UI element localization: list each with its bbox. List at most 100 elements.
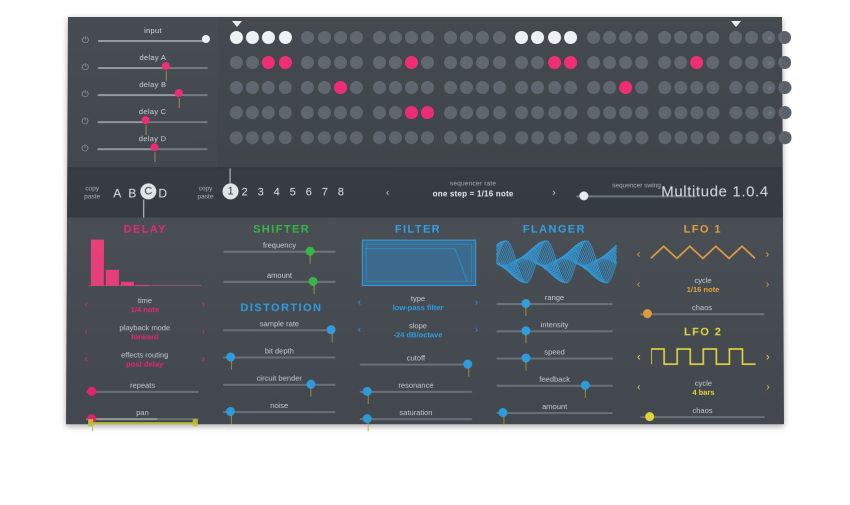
sequencer-step[interactable] (229, 106, 243, 120)
power-icon[interactable]: ⏻ (81, 62, 89, 73)
slider-amount[interactable]: amount (496, 402, 614, 426)
sequencer-step[interactable] (317, 81, 331, 95)
sequencer-step[interactable] (745, 31, 759, 45)
sequencer-step[interactable] (372, 131, 386, 145)
slider-frequency[interactable]: frequency (223, 241, 336, 264)
sequencer-step[interactable] (404, 131, 418, 145)
pattern-button-1[interactable]: 1 (222, 183, 239, 200)
sequencer-step[interactable] (476, 131, 490, 145)
sequencer-step[interactable] (443, 131, 457, 145)
selector-value[interactable]: -24 dB/octave (393, 330, 443, 340)
sequencer-step[interactable] (729, 131, 743, 145)
slider-track[interactable] (496, 357, 613, 360)
chevron-right-icon[interactable]: › (765, 351, 770, 364)
bank-button-B[interactable]: B (128, 186, 137, 201)
copy-paste-pattern[interactable]: copy paste (192, 185, 218, 201)
sequencer-step[interactable] (619, 131, 633, 145)
bank-button-C[interactable]: C (140, 183, 157, 200)
sequencer-step[interactable] (515, 81, 529, 95)
selector-value[interactable]: forward (130, 332, 159, 342)
sequencer-step[interactable] (635, 31, 649, 45)
sequencer-step[interactable] (388, 106, 402, 120)
sequencer-step[interactable] (388, 131, 402, 145)
chevron-right-icon[interactable]: › (766, 381, 770, 393)
sequencer-step[interactable] (317, 56, 331, 70)
sequencer-step[interactable] (602, 56, 616, 70)
slider-speed[interactable]: speed (496, 347, 613, 371)
selector-value[interactable]: low-pass filter (392, 303, 444, 313)
sequencer-step[interactable] (564, 131, 578, 145)
sequencer-step[interactable] (619, 81, 633, 95)
pattern-button-6[interactable]: 6 (305, 186, 312, 199)
sequencer-step[interactable] (476, 106, 490, 120)
sequencer-step[interactable] (301, 106, 315, 120)
pattern-button-5[interactable]: 5 (289, 186, 296, 199)
close-icon[interactable]: × (767, 134, 773, 144)
sequencer-step[interactable] (563, 31, 577, 45)
sequencer-step[interactable] (245, 81, 260, 95)
lfo-waveform-triangle[interactable] (651, 240, 755, 270)
sequencer-step[interactable] (492, 81, 506, 95)
sequencer-step[interactable] (349, 56, 363, 70)
sequencer-step[interactable] (531, 31, 545, 45)
sequencer-step[interactable] (745, 81, 759, 95)
sequencer-swing-knob[interactable] (579, 191, 589, 201)
slider-noise[interactable]: noise (222, 401, 336, 425)
slider-knob[interactable] (645, 412, 655, 422)
sequencer-step[interactable] (778, 106, 792, 120)
sequencer-step[interactable] (658, 131, 672, 145)
sequencer-step[interactable] (460, 106, 474, 120)
sequencer-step[interactable] (745, 131, 759, 145)
power-icon[interactable]: ⏻ (81, 116, 89, 127)
filter-response-display[interactable] (361, 239, 477, 286)
sequencer-step[interactable] (229, 131, 243, 145)
sequencer-step[interactable] (262, 56, 276, 70)
slider-track[interactable] (223, 356, 336, 359)
sequencer-step[interactable] (388, 31, 402, 45)
sequencer-step[interactable] (745, 56, 759, 70)
sequencer-step[interactable] (421, 56, 435, 70)
sequencer-step[interactable] (229, 56, 243, 70)
slider-track[interactable] (222, 411, 336, 414)
sequencer-step[interactable] (657, 31, 671, 45)
sequencer-step[interactable] (777, 31, 791, 45)
sequencer-step[interactable] (658, 106, 672, 120)
slider-track[interactable] (359, 390, 473, 393)
copy-paste-bank[interactable]: copy paste (79, 185, 105, 201)
chevron-left-icon[interactable]: ‹ (636, 351, 641, 364)
sequencer-step[interactable] (278, 56, 292, 70)
close-icon[interactable]: × (767, 84, 773, 94)
bank-button-D[interactable]: D (158, 186, 168, 201)
sequencer-step[interactable] (372, 56, 386, 70)
sequencer-step[interactable] (657, 56, 671, 70)
sequencer-step[interactable] (246, 56, 260, 70)
sequencer-step[interactable] (586, 131, 600, 145)
sequencer-step[interactable] (317, 31, 331, 45)
sequencer-step[interactable] (602, 81, 616, 95)
sequencer-step[interactable] (460, 81, 474, 95)
sequencer-step[interactable] (674, 56, 688, 70)
close-icon[interactable]: × (767, 34, 773, 44)
sequencer-step[interactable] (229, 81, 243, 95)
slider-track[interactable] (222, 383, 336, 386)
sequencer-step[interactable] (388, 81, 402, 95)
sequencer-step[interactable] (619, 106, 633, 120)
sequencer-step[interactable] (547, 106, 561, 120)
sequencer-step[interactable] (278, 131, 292, 145)
sequencer-step[interactable] (349, 131, 363, 145)
mixer-row-track[interactable] (97, 67, 208, 70)
sequencer-step[interactable] (404, 31, 418, 45)
paste-label-bank[interactable]: paste (84, 193, 101, 201)
sequencer-step[interactable] (547, 56, 561, 70)
sequencer-step[interactable] (492, 56, 506, 70)
sequencer-step[interactable] (729, 106, 743, 120)
sequencer-step[interactable] (460, 31, 474, 45)
slider-feedback[interactable]: feedback (496, 375, 613, 398)
sequencer-step[interactable] (460, 56, 474, 70)
slider-track[interactable] (639, 313, 765, 316)
sequencer-step[interactable] (404, 106, 418, 120)
sequencer-step[interactable] (492, 31, 506, 45)
power-icon[interactable]: ⏻ (81, 35, 90, 46)
sequencer-step[interactable] (729, 56, 743, 70)
selector-value[interactable]: post delay (126, 359, 164, 369)
